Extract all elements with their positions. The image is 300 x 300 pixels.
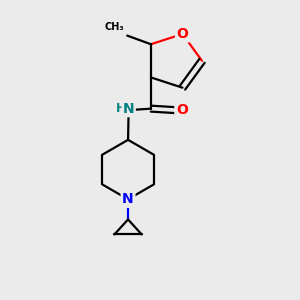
Text: H: H xyxy=(116,102,125,116)
Text: N: N xyxy=(123,102,134,116)
Text: CH₃: CH₃ xyxy=(105,22,124,32)
Text: N: N xyxy=(122,192,134,206)
Text: O: O xyxy=(177,27,188,41)
Text: O: O xyxy=(176,103,188,117)
